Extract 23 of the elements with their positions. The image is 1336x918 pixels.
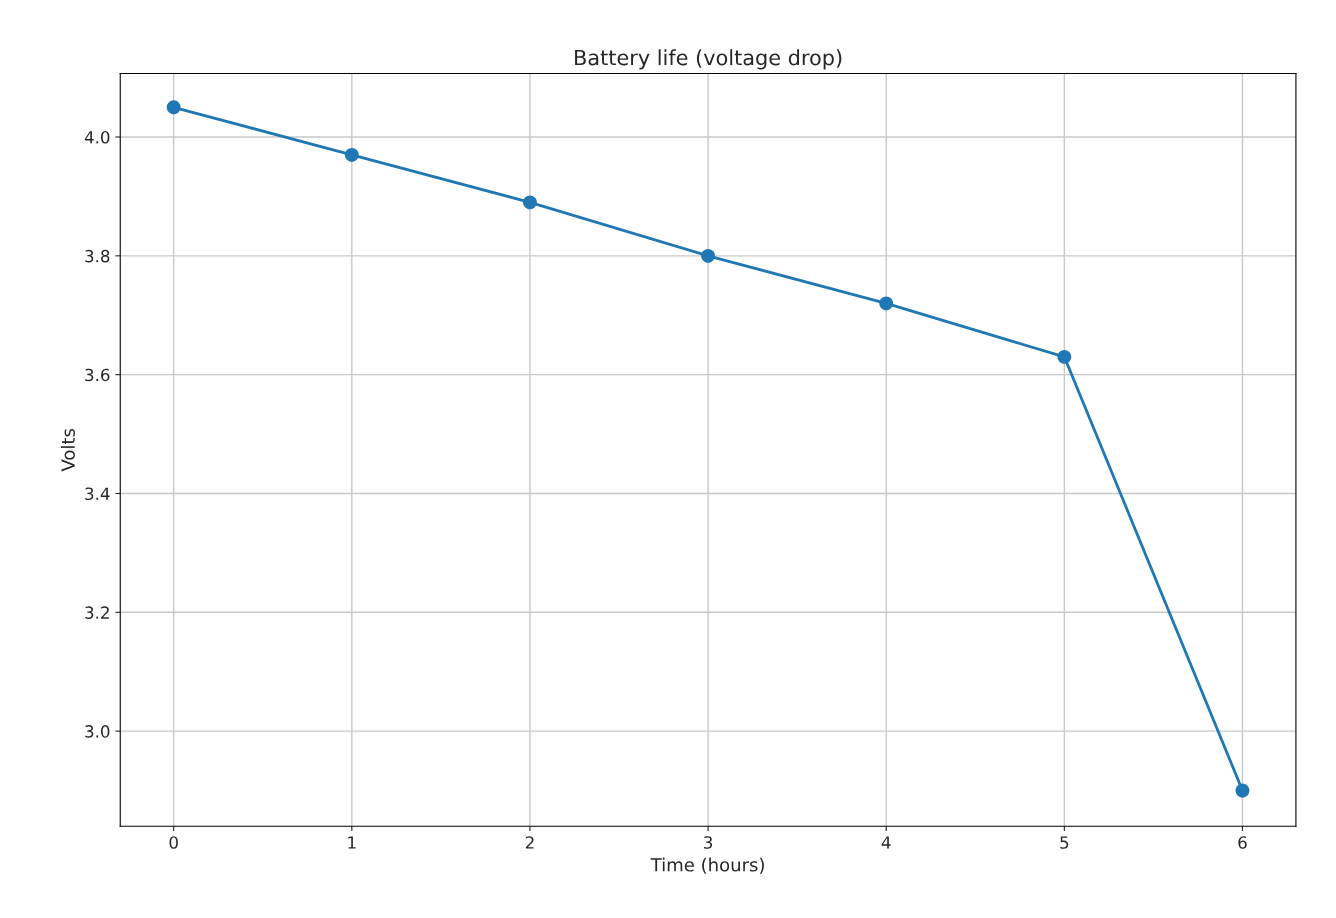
x-tick-label: 5 [1060, 836, 1069, 849]
x-tick-label: 4 [881, 836, 891, 849]
y-tick-label: 4.0 [84, 130, 110, 144]
x-tick-label: 1 [348, 836, 356, 849]
point [1235, 783, 1250, 798]
y-axis-title: Volts [60, 428, 75, 472]
y-tick-label: 3.0 [85, 725, 110, 738]
y-tick-label: 3.6 [85, 368, 110, 382]
x-tick-label: 3 [704, 836, 713, 849]
point [523, 195, 537, 210]
point [879, 296, 894, 311]
x-tick-label: 0 [169, 836, 178, 849]
point [344, 147, 359, 162]
point [166, 100, 181, 115]
y-tick-label: 3.8 [85, 249, 110, 263]
point [1057, 349, 1072, 364]
point [701, 248, 716, 263]
chart-title: Battery life (voltage drop) [575, 49, 842, 70]
x-tick-label: 6 [1238, 836, 1247, 849]
x-tick-label: 2 [525, 836, 534, 849]
x-axis-title: Time (hours) [650, 857, 764, 874]
y-tick-label: 3.4 [85, 487, 110, 501]
y-tick-label: 3.2 [85, 606, 109, 619]
